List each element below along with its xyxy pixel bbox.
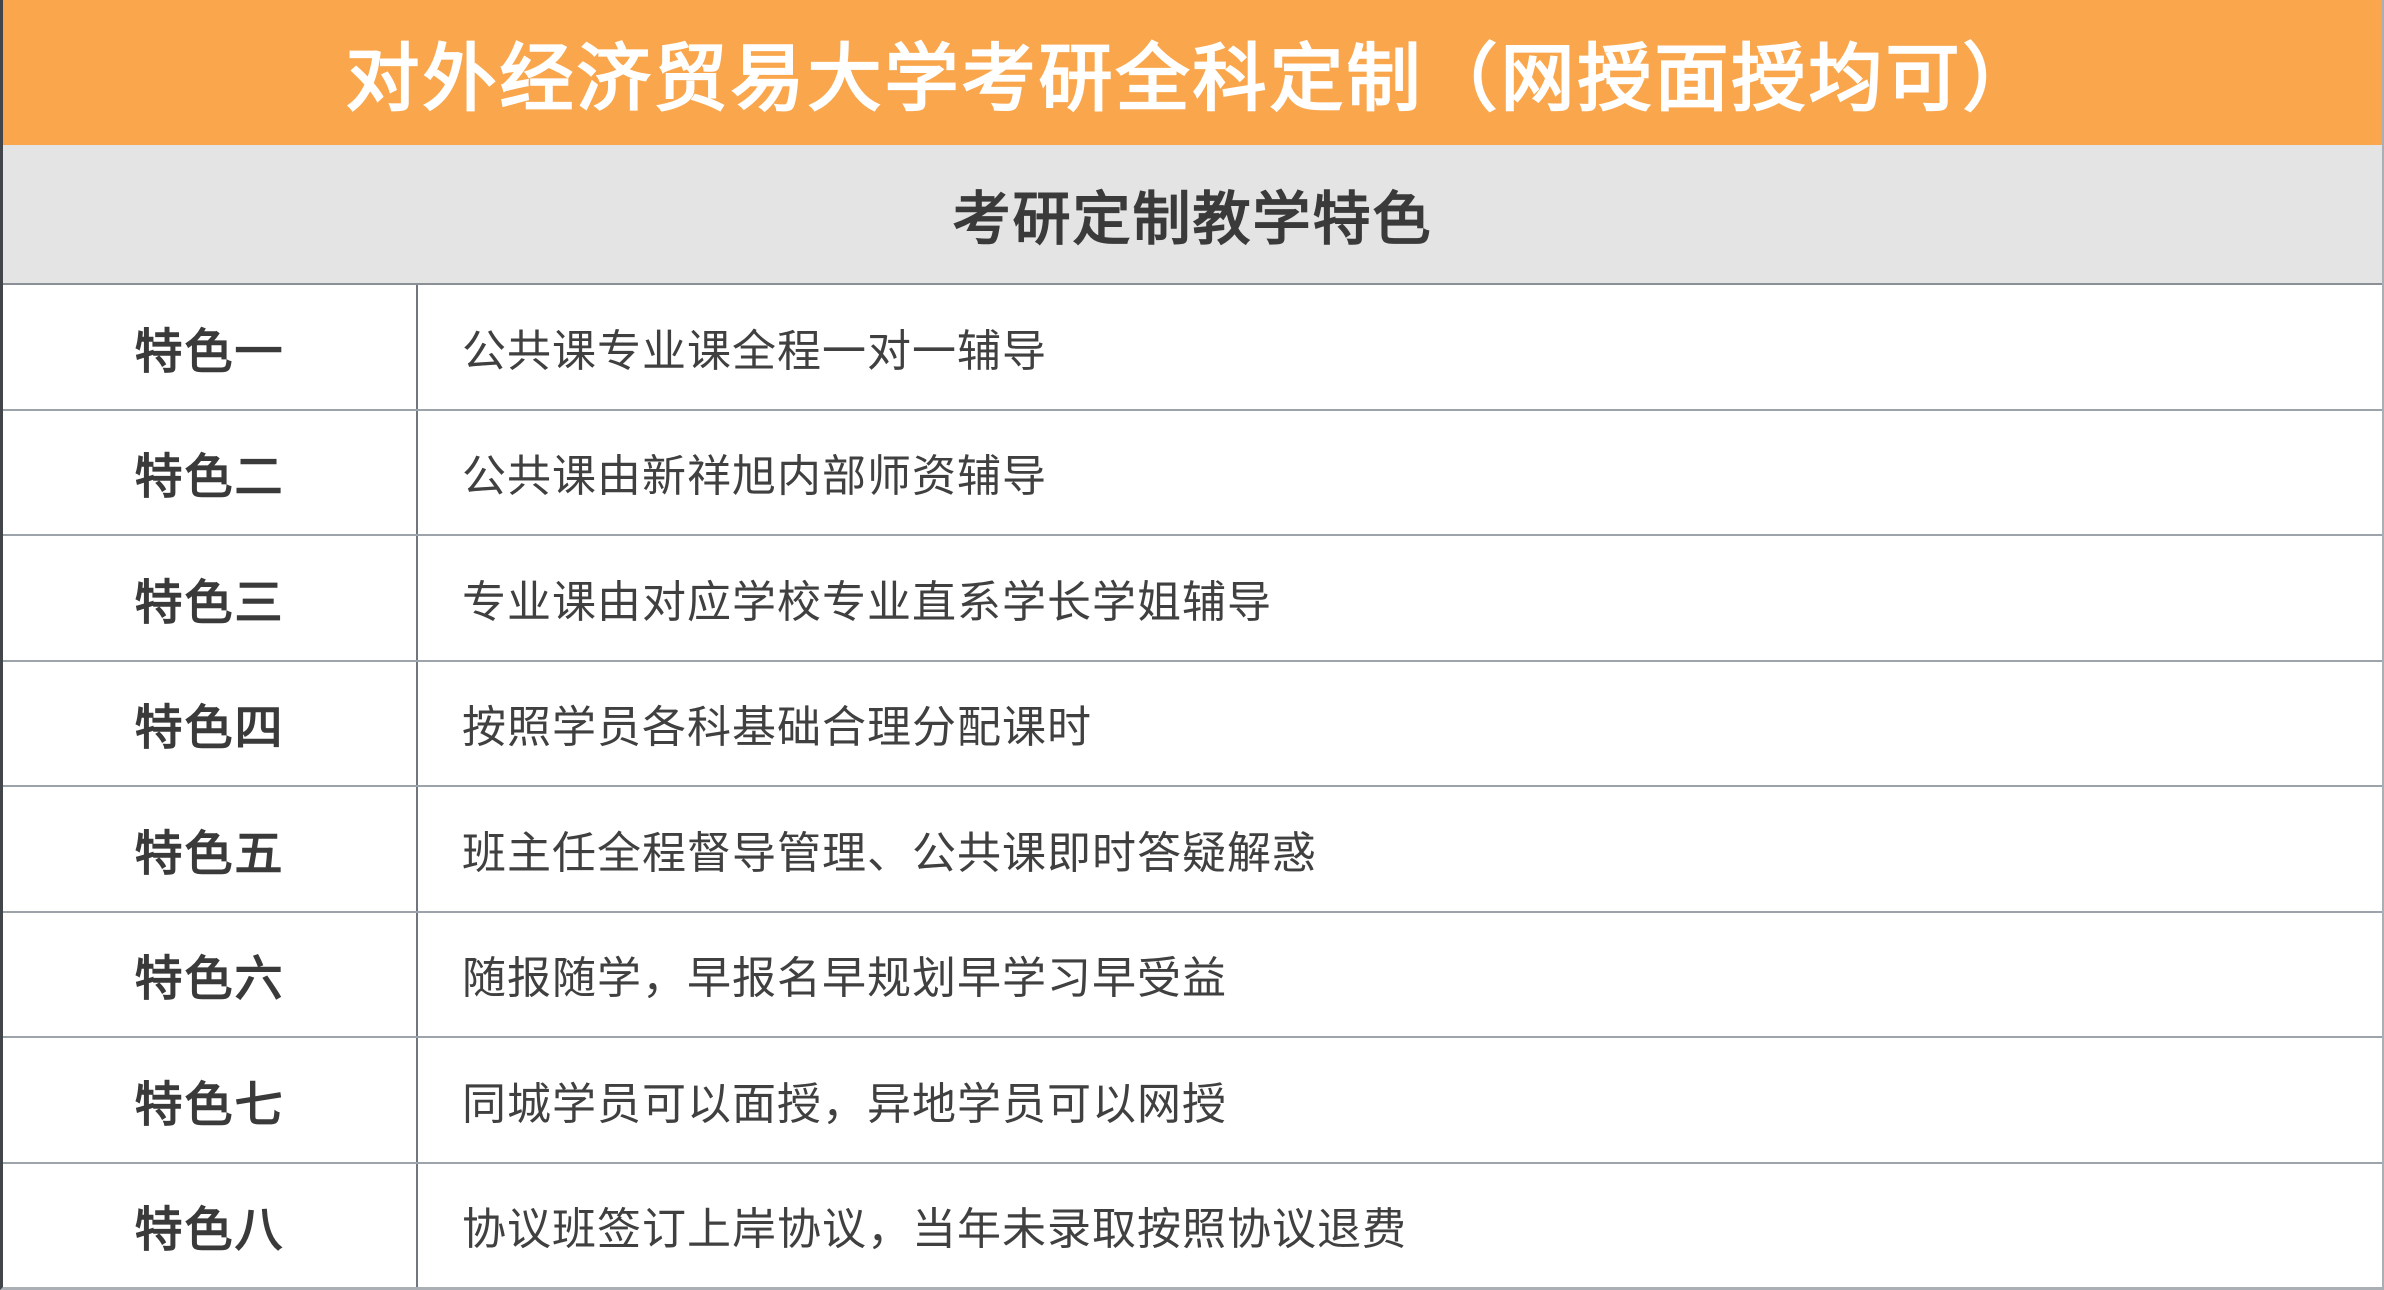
feature-desc: 随报随学，早报名早规划早学习早受益 — [462, 954, 1227, 1004]
feature-desc: 同城学员可以面授，异地学员可以网授 — [462, 1079, 1227, 1129]
table-row: 特色三 专业课由对应学校专业直系学长学姐辅导 — [3, 536, 2382, 662]
table-row: 特色一 公共课专业课全程一对一辅导 — [3, 285, 2382, 411]
page-title: 对外经济贸易大学考研全科定制（网授面授均可） — [345, 37, 2040, 120]
feature-label: 特色二 — [3, 410, 418, 534]
feature-label: 特色六 — [3, 912, 418, 1036]
feature-desc: 公共课专业课全程一对一辅导 — [462, 326, 1047, 376]
table-row: 特色六 随报随学，早报名早规划早学习早受益 — [3, 912, 2382, 1038]
feature-label: 特色七 — [3, 1038, 418, 1162]
title-banner: 对外经济贸易大学考研全科定制（网授面授均可） — [3, 0, 2382, 145]
feature-desc: 公共课由新祥旭内部师资辅导 — [462, 452, 1047, 502]
feature-label: 特色五 — [3, 787, 418, 911]
feature-desc: 班主任全程督导管理、公共课即时答疑解惑 — [462, 828, 1317, 878]
feature-label: 特色一 — [3, 285, 418, 409]
feature-table: 特色一 公共课专业课全程一对一辅导 特色二 公共课由新祥旭内部师资辅导 特色三 … — [3, 285, 2382, 1287]
subheader-band: 考研定制教学特色 — [3, 145, 2382, 285]
table-row: 特色四 按照学员各科基础合理分配课时 — [3, 661, 2382, 787]
feature-desc: 按照学员各科基础合理分配课时 — [462, 703, 1092, 753]
feature-label: 特色三 — [3, 536, 418, 660]
feature-label: 特色四 — [3, 661, 418, 785]
section-title: 考研定制教学特色 — [952, 187, 1433, 252]
table-row: 特色五 班主任全程督导管理、公共课即时答疑解惑 — [3, 787, 2382, 913]
feature-desc: 专业课由对应学校专业直系学长学姐辅导 — [462, 577, 1272, 627]
feature-desc: 协议班签订上岸协议，当年未录取按照协议退费 — [462, 1205, 1407, 1255]
table-row: 特色二 公共课由新祥旭内部师资辅导 — [3, 410, 2382, 536]
table-row: 特色七 同城学员可以面授，异地学员可以网授 — [3, 1038, 2382, 1164]
feature-label: 特色八 — [3, 1163, 418, 1287]
table-row: 特色八 协议班签订上岸协议，当年未录取按照协议退费 — [3, 1163, 2382, 1287]
